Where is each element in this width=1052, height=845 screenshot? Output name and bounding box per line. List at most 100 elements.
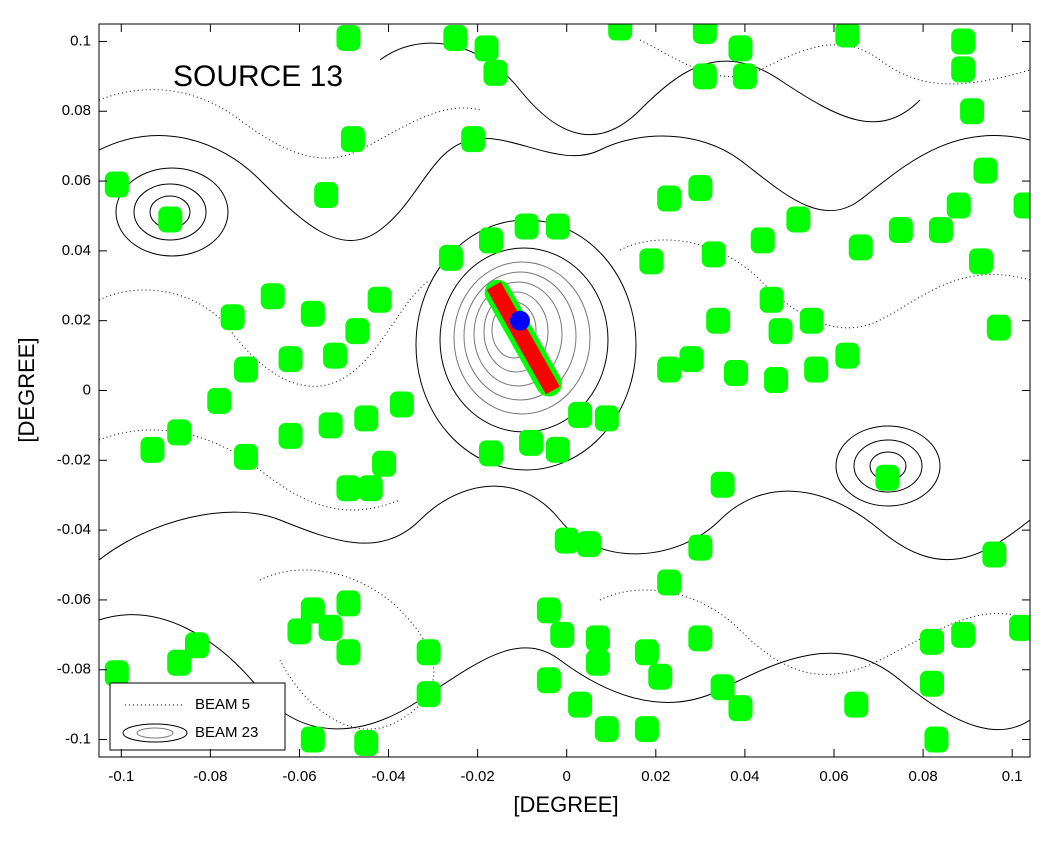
source-patch bbox=[372, 450, 397, 477]
source-patch bbox=[648, 663, 673, 690]
source-patch bbox=[657, 185, 682, 212]
source-patch bbox=[287, 618, 312, 645]
source-patch bbox=[323, 342, 348, 369]
source-patch bbox=[768, 318, 793, 345]
source-patch bbox=[710, 471, 735, 498]
source-patch bbox=[750, 227, 775, 254]
x-tick-label: 0.1 bbox=[1002, 768, 1023, 785]
source-patch bbox=[536, 597, 561, 624]
source-patch bbox=[786, 206, 811, 233]
legend-solid bbox=[136, 727, 174, 739]
x-tick-label: 0 bbox=[563, 768, 571, 785]
source-patch bbox=[679, 346, 704, 373]
source-patch bbox=[479, 227, 503, 254]
source-patch bbox=[318, 614, 343, 641]
source-patch bbox=[220, 304, 245, 331]
marks bbox=[104, 24, 1030, 757]
source-patch bbox=[514, 213, 539, 240]
source-patch bbox=[483, 59, 508, 86]
source-patch bbox=[608, 24, 633, 41]
y-tick-label: 0.06 bbox=[62, 172, 91, 189]
source-patch bbox=[920, 628, 944, 655]
source-patch bbox=[585, 625, 610, 652]
source-patch bbox=[764, 367, 789, 394]
source-patch bbox=[804, 356, 829, 383]
source-patch bbox=[759, 286, 784, 313]
source-patch bbox=[340, 126, 365, 153]
legend-label: BEAM 23 bbox=[195, 724, 258, 741]
x-tick-label: 0.04 bbox=[730, 768, 759, 785]
y-tick-label: 0.02 bbox=[62, 312, 91, 329]
source-patch bbox=[728, 695, 753, 722]
y-tick-label: 0.04 bbox=[62, 242, 91, 259]
source-patch bbox=[701, 241, 726, 268]
source-patch bbox=[278, 346, 303, 373]
x-axis-label: [DEGREE] bbox=[513, 792, 618, 817]
y-axis-label: [DEGREE] bbox=[14, 337, 39, 442]
source-patch bbox=[416, 681, 441, 708]
source-patch bbox=[639, 248, 664, 275]
source-patch bbox=[875, 464, 900, 491]
source-patch bbox=[104, 171, 129, 198]
x-tick-label: 0.06 bbox=[819, 768, 848, 785]
y-tick-label: 0.1 bbox=[70, 32, 91, 49]
source-patch bbox=[234, 356, 258, 383]
source-patch bbox=[140, 436, 165, 463]
source-patch bbox=[554, 527, 579, 554]
legend: BEAM 5 BEAM 23 bbox=[109, 682, 286, 751]
source-patch bbox=[336, 24, 361, 51]
source-patch bbox=[416, 639, 441, 666]
source-patch bbox=[594, 405, 619, 432]
source-patch bbox=[951, 56, 976, 83]
source-patch bbox=[986, 314, 1011, 341]
source-patch bbox=[982, 541, 1007, 568]
source-patch bbox=[545, 213, 570, 240]
source-patch bbox=[951, 28, 976, 55]
source-patch bbox=[710, 674, 735, 701]
y-tick-label: -0.06 bbox=[57, 591, 91, 608]
source-patch bbox=[318, 412, 343, 439]
source-patch bbox=[920, 670, 944, 697]
source-patch bbox=[389, 391, 414, 418]
source-patch bbox=[479, 440, 503, 467]
x-tick-label: -0.02 bbox=[461, 768, 495, 785]
source-patch bbox=[545, 436, 570, 463]
annotation: SOURCE 13 bbox=[173, 60, 343, 93]
y-tick-label: 0.08 bbox=[62, 102, 91, 119]
source-patch bbox=[1013, 192, 1030, 219]
source-patch bbox=[634, 716, 659, 743]
source-patch bbox=[336, 590, 361, 617]
source-patch bbox=[585, 649, 610, 676]
source-patch bbox=[519, 429, 544, 456]
source-patch bbox=[167, 419, 192, 446]
source-patch bbox=[345, 318, 370, 345]
source-patch bbox=[314, 182, 339, 209]
source-patch bbox=[234, 443, 258, 470]
source-patch bbox=[358, 475, 383, 502]
x-tick-label: -0.08 bbox=[193, 768, 227, 785]
source-patch bbox=[278, 422, 303, 449]
source-patch bbox=[260, 283, 285, 310]
source-patch bbox=[969, 248, 993, 275]
source-patch bbox=[207, 387, 232, 414]
source-patch bbox=[835, 342, 860, 369]
source-patch bbox=[973, 157, 998, 184]
source-patch bbox=[474, 35, 499, 62]
source-patch bbox=[706, 307, 731, 334]
source-patch bbox=[158, 206, 183, 233]
y-tick-label: -0.1 bbox=[65, 731, 91, 748]
y-tick-label: -0.04 bbox=[57, 521, 91, 538]
source-patch bbox=[550, 621, 575, 648]
source-patch bbox=[888, 216, 913, 243]
x-tick-label: 0.08 bbox=[908, 768, 937, 785]
source-patch bbox=[844, 691, 869, 718]
source-patch bbox=[568, 401, 593, 428]
source-patch bbox=[692, 63, 717, 90]
source-patch bbox=[577, 531, 601, 558]
source-patch bbox=[568, 691, 593, 718]
source-patch bbox=[536, 667, 561, 694]
source-patch bbox=[732, 63, 757, 90]
ridge bbox=[486, 281, 560, 395]
source-patch bbox=[185, 632, 209, 659]
